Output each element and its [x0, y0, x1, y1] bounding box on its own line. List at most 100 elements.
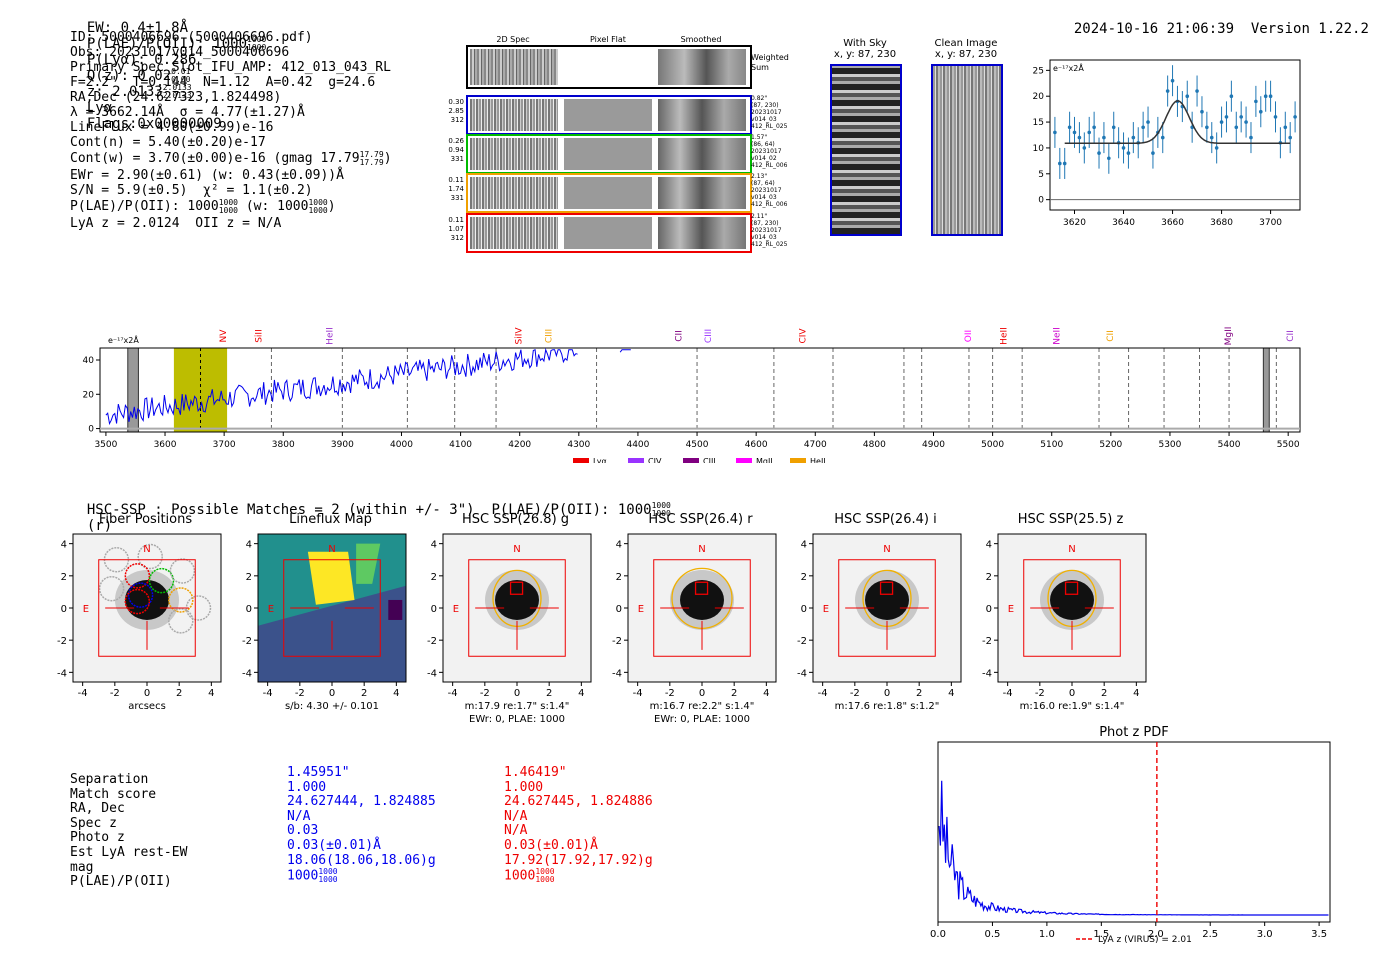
- fiber-left-stats: 0.11 1.74 331: [448, 176, 464, 202]
- weighted-smooth: [658, 49, 746, 85]
- header-z-line: Lyα: [86, 100, 113, 116]
- x-tick-label: 1.0: [1039, 929, 1055, 940]
- y-tick-label: 2: [986, 572, 992, 583]
- clean-header: Clean Image x, y: 87, 230: [928, 38, 1004, 60]
- data-point: [1293, 115, 1297, 119]
- full-spectrum-chart: 3500 3600 3700 3800 3900 4000 4100 4200 4300 4400…: [83, 327, 1301, 463]
- col-smooth-label: Smoothed: [680, 35, 722, 44]
- plae-w-sub: 1000: [308, 205, 328, 215]
- y-tick-label: -4: [612, 668, 622, 679]
- match-label: mag: [70, 859, 94, 875]
- x-tick-label: 3700: [1259, 218, 1282, 228]
- match-plae: 1000: [287, 868, 319, 884]
- data-point: [1062, 161, 1067, 166]
- fiber-right-info: 0.82" (87, 230) 20231017 v014_03 412_RL_…: [751, 95, 788, 130]
- x-tick-label: -2: [665, 688, 675, 699]
- weighted-2d: [470, 49, 558, 85]
- x-tick-label: -2: [850, 688, 860, 699]
- lineflux-peak: [307, 551, 355, 605]
- hsc-panel-title: HSC SSP(25.5) z: [1017, 512, 1124, 527]
- line-label: NV: [219, 329, 229, 343]
- clean-image: [931, 64, 1003, 236]
- panel-caption: m:16.0 re:1.9" s:1.4": [1020, 701, 1125, 712]
- x-tick-label: 4: [578, 688, 584, 699]
- header-plae-sup: 1000: [247, 35, 267, 44]
- x-tick-label: 0: [144, 688, 150, 699]
- match-plae: 1000: [504, 868, 536, 884]
- legend-label: CIV: [648, 457, 662, 463]
- line-label: MgII: [1224, 327, 1234, 346]
- x-tick-label: 2: [916, 688, 922, 699]
- fiber-cutout-row: [466, 173, 752, 213]
- data-point: [1053, 130, 1057, 135]
- data-point: [1077, 135, 1082, 140]
- y-tick-label: 2: [61, 572, 67, 583]
- line-label: SiII: [255, 329, 265, 343]
- x-tick-label: -4: [263, 688, 273, 699]
- galaxy-core: [680, 579, 724, 620]
- y-tick-label: 4: [616, 540, 622, 551]
- y-tick-label: 0: [1038, 196, 1044, 206]
- data-point: [1107, 156, 1111, 161]
- fiber-circle: [98, 575, 125, 602]
- data-point: [1244, 120, 1248, 124]
- x-tick-label: 0: [514, 688, 520, 699]
- y-tick-label: 20: [83, 390, 95, 400]
- data-point: [1268, 94, 1273, 99]
- x-tick-label: 2: [176, 688, 182, 699]
- data-point: [1131, 135, 1136, 140]
- hsc-panel-title: Lineflux Map: [289, 512, 372, 527]
- data-point: [1160, 135, 1165, 140]
- hsc-title-text: HSC-SSP : Possible Matches = 2 (within +…: [86, 502, 652, 518]
- data-point: [1229, 94, 1234, 99]
- legend-label: Lyα: [593, 457, 607, 463]
- match-label: P(LAE)/P(OII): [70, 874, 172, 890]
- data-point: [1200, 109, 1204, 114]
- match-value: N/A: [504, 823, 528, 839]
- y-tick-label: 0: [61, 604, 67, 615]
- y-tick-label: 0: [88, 425, 94, 435]
- data-point: [1234, 125, 1239, 130]
- x-tick-label: 5300: [1158, 440, 1181, 450]
- header-plae: P(LAE)/P(OII): 1000: [86, 36, 248, 52]
- hsc-panel-title: HSC SSP(26.8) g: [461, 512, 570, 527]
- match-square: [694, 581, 709, 595]
- y-tick-label: 15: [1033, 118, 1044, 128]
- header-qz: Q(z): 0.02: [86, 68, 172, 84]
- data-point: [1092, 125, 1096, 130]
- x-tick-label: 2: [1101, 688, 1107, 699]
- data-point: [1082, 146, 1087, 150]
- line-label: CII: [674, 330, 684, 342]
- line-label: NeII: [1053, 327, 1063, 345]
- line-label: CII: [1106, 330, 1116, 342]
- match-value: 18.06(18.06,18.06)g: [287, 852, 436, 868]
- data-point: [1249, 135, 1253, 140]
- match-value: 10001000 1000: [504, 868, 653, 884]
- x-tick-label: -4: [78, 688, 88, 699]
- match-value: 1.000: [287, 779, 327, 795]
- y-tick-label: 0: [616, 604, 622, 615]
- hsc-title: HSC-SSP : Possible Matches = 2 (within +…: [70, 486, 671, 535]
- fiber-circle: [169, 558, 196, 584]
- match-value: 1.000: [504, 779, 544, 795]
- line-fit-chart: 3620 3640 3660 3680 3700 0 5 10 15 20 25 e⁻¹⁷x2Å: [1033, 59, 1301, 228]
- fiber-2d: [470, 138, 558, 170]
- fiber-2d: [470, 177, 558, 209]
- x-tick-label: 0: [329, 688, 335, 699]
- x-tick-label: -4: [448, 688, 458, 699]
- info-line: Primary Spec_Slot_IFU_AMP: 412_013_043_R…: [70, 60, 391, 75]
- y-tick-label: -2: [797, 636, 807, 647]
- x-tick-label: 4500: [686, 440, 709, 450]
- y-tick-label: -2: [982, 636, 992, 647]
- match-labels: Separation Match score RA, Dec Spec z Ph…: [70, 772, 187, 890]
- header-qz-sub: 0.00: [171, 75, 191, 84]
- info-line: Cont(n) = 5.40(±0.20)e-17: [70, 135, 266, 150]
- east-label: E: [638, 604, 644, 615]
- x-tick-label: 5000: [981, 440, 1004, 450]
- fiber-circle: [127, 582, 154, 608]
- y-tick-label: -2: [242, 636, 252, 647]
- match-label: Spec z: [70, 815, 117, 831]
- x-tick-label: 5100: [1040, 440, 1063, 450]
- detection-info: ID: 5000406696 (5000406696.pdf) Obs: 202…: [70, 30, 450, 231]
- search-box: [468, 559, 566, 657]
